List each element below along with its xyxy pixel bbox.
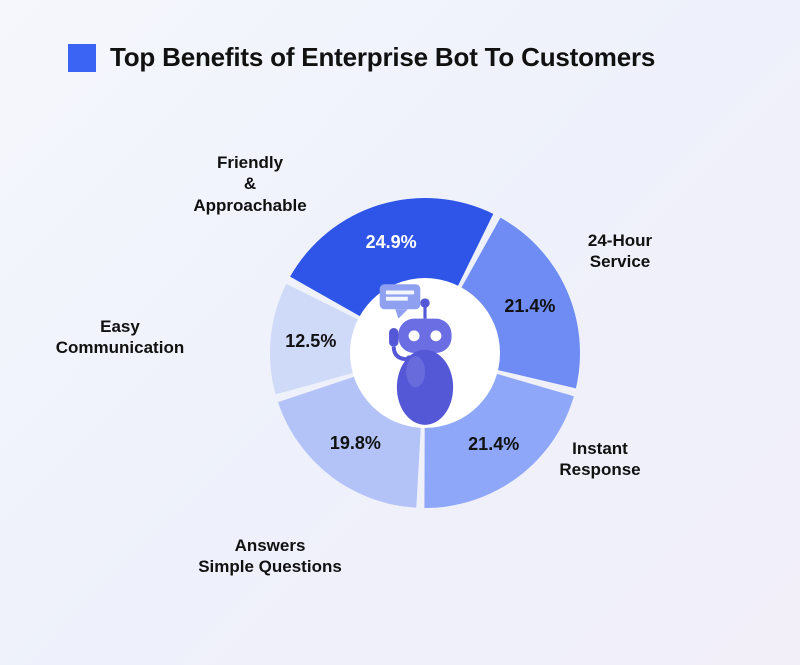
donut-center (350, 278, 500, 428)
slice-label-answers: AnswersSimple Questions (180, 535, 360, 578)
page-title: Top Benefits of Enterprise Bot To Custom… (110, 42, 655, 73)
slice-label-service_24h: 24-HourService (530, 230, 710, 273)
slice-percent-instant: 21.4% (500, 295, 560, 318)
slice-label-friendly: Friendly&Approachable (160, 152, 340, 216)
slice-label-instant: InstantResponse (510, 438, 690, 481)
slice-label-easy_comm: EasyCommunication (30, 316, 210, 359)
slice-percent-friendly: 12.5% (281, 330, 341, 353)
slice-percent-easy_comm: 19.8% (325, 432, 385, 455)
chatbot-icon (350, 278, 500, 428)
title-bar: Top Benefits of Enterprise Bot To Custom… (0, 0, 800, 73)
slice-percent-service_24h: 24.9% (361, 231, 421, 254)
donut-chart-container: 24.9%21.4%21.4%19.8%12.5% (0, 120, 800, 665)
title-square-icon (68, 44, 96, 72)
